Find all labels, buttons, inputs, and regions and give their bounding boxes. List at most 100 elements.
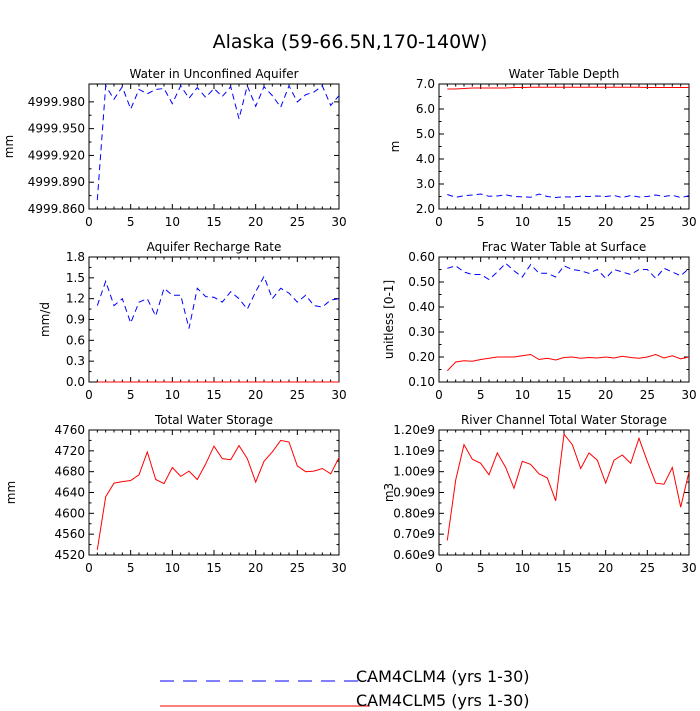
series-line-cam4clm5-yrs-1-30 [446,432,689,541]
x-tick-label: 30 [331,215,346,229]
y-tick-label: 0.40 [408,300,435,314]
y-tick-label: 3.0 [416,177,435,191]
y-tick-label: 0.90e9 [393,486,435,500]
series-line-cam4clm5-yrs-1-30 [446,353,689,372]
y-tick-label: 4.0 [416,152,435,166]
plot-frame [438,429,690,556]
panel-aquifer-recharge-rate: Aquifer Recharge Rate 0 5 10 15 20 25 30 0.0 0.3 0… [38,240,347,402]
panel-title: Water Table Depth [509,67,620,81]
y-tick-label: 1.10e9 [393,444,435,458]
plot-frame [88,429,340,556]
x-tick-label: 10 [515,215,530,229]
x-tick-label: 5 [477,215,485,229]
y-tick-label: 4999.860 [28,202,85,216]
x-tick-label: 30 [681,215,696,229]
x-tick-label: 10 [515,388,530,402]
x-tick-label: 25 [640,561,655,575]
y-tick-label: 0.0 [66,375,85,389]
panel-water-table-depth: Water Table Depth 0 5 10 15 20 25 30 2.0 3.0 4.0 5.… [388,67,697,229]
panel-total-water-storage: Total Water Storage 0 5 10 15 20 25 30 4520 4560 4… [4,413,347,575]
x-tick-label: 5 [127,561,135,575]
y-tick-label: 0.3 [66,354,85,368]
x-tick-label: 10 [515,561,530,575]
y-tick-label: 5.0 [416,127,435,141]
panel-title: Water in Unconfined Aquifer [129,67,298,81]
y-tick-label: 6.0 [416,102,435,116]
x-tick-label: 20 [598,215,613,229]
y-axis-label: unitless [0-1] [382,280,396,359]
y-tick-label: 4760 [54,423,85,437]
x-tick-label: 20 [248,215,263,229]
y-tick-label: 0.6 [66,333,85,347]
panel-frac-water-table-at-surface: Frac Water Table at Surface 0 5 10 15 20 25 30 0… [382,240,697,402]
x-tick-label: 0 [85,388,93,402]
series-line-cam4clm5-yrs-1-30 [447,86,689,90]
y-tick-label: 0.80e9 [393,506,435,520]
y-tick-label: 4999.920 [28,148,85,162]
legend-line-cam4clm5 [160,705,370,707]
y-axis-label: m [388,141,402,153]
panel-river-channel-total-water-storage: River Channel Total Water Storage 0 5 10 15 2… [382,413,697,575]
y-tick-label: 0.9 [66,313,85,327]
y-tick-label: 0.50 [408,275,435,289]
panel-title: Aquifer Recharge Rate [147,240,282,254]
plot-frame [438,83,690,210]
y-axis-label: mm [2,135,16,158]
x-tick-label: 30 [331,561,346,575]
x-tick-label: 25 [290,215,305,229]
y-axis-label: m3 [382,483,396,502]
y-tick-label: 7.0 [416,77,435,91]
x-tick-label: 0 [435,561,443,575]
x-tick-label: 30 [331,388,346,402]
legend-label-cam4clm5: CAM4CLM5 (yrs 1-30) [356,691,530,710]
x-tick-label: 25 [290,561,305,575]
y-tick-label: 0.60e9 [393,548,435,562]
panel-title: Total Water Storage [154,413,273,427]
x-tick-label: 20 [598,561,613,575]
y-tick-label: 1.8 [66,250,85,264]
y-tick-label: 1.5 [66,271,85,285]
y-tick-label: 0.70e9 [393,527,435,541]
plot-frame [438,256,690,383]
x-tick-label: 20 [598,388,613,402]
x-tick-label: 5 [477,561,485,575]
legend-line-cam4clm4 [160,680,370,682]
x-tick-label: 15 [556,561,571,575]
y-axis-label: mm/d [38,302,52,337]
x-tick-label: 0 [435,388,443,402]
y-axis-label: mm [4,481,18,504]
x-tick-label: 10 [165,561,180,575]
plot-frame [88,256,340,383]
x-tick-label: 0 [435,215,443,229]
y-tick-label: 4999.890 [28,175,85,189]
series-line-cam4clm4-yrs-1-30 [447,193,689,199]
y-tick-label: 0.60 [408,250,435,264]
y-tick-label: 1.00e9 [393,465,435,479]
y-tick-label: 0.30 [408,325,435,339]
x-tick-label: 15 [206,388,221,402]
x-tick-label: 25 [290,388,305,402]
x-tick-label: 30 [681,561,696,575]
y-tick-label: 2.0 [416,202,435,216]
y-tick-label: 4520 [54,548,85,562]
panel-title: Frac Water Table at Surface [482,240,646,254]
x-tick-label: 15 [556,215,571,229]
plot-frame [88,83,340,210]
series-line-cam4clm5-yrs-1-30 [96,439,339,550]
panel-water-in-unconfined-aquifer: Water in Unconfined Aquifer 0 5 10 15 20 25 30 4… [2,67,347,229]
x-tick-label: 15 [556,388,571,402]
x-tick-label: 5 [127,215,135,229]
y-tick-label: 4600 [54,506,85,520]
y-tick-label: 4680 [54,465,85,479]
x-tick-label: 10 [165,215,180,229]
y-tick-label: 0.20 [408,350,435,364]
y-tick-label: 4999.950 [28,122,85,136]
x-tick-label: 30 [681,388,696,402]
series-line-cam4clm4-yrs-1-30 [96,84,339,201]
y-tick-label: 4640 [54,486,85,500]
x-tick-label: 15 [206,561,221,575]
x-tick-label: 25 [640,215,655,229]
y-tick-label: 4720 [54,444,85,458]
y-tick-label: 1.20e9 [393,423,435,437]
